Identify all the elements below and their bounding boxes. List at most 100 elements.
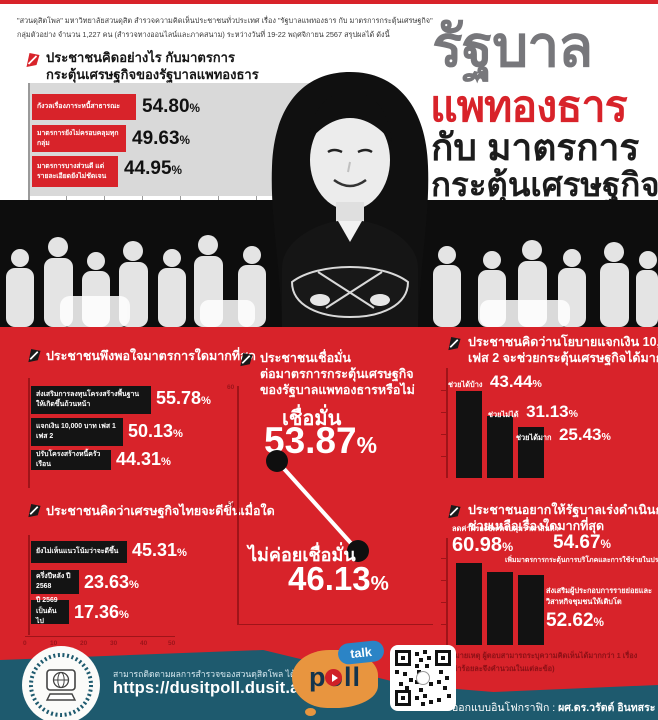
q6-y-tick <box>441 580 446 581</box>
q6-bar-2-label: เพิ่มมาตรการกระตุ้นการบริโภคและการใช้จ่า… <box>505 557 658 564</box>
q5-bar-1-label: ช่วยได้บ้าง <box>448 380 483 389</box>
q1-bar-3-value: 44.95% <box>124 158 183 179</box>
main-title-word2: แพทองธาร <box>430 83 628 131</box>
q1-bar-1-value: 54.80% <box>142 96 201 117</box>
q1-y-axis <box>28 83 30 200</box>
footer-url-link[interactable]: https://dusitpoll.dusit.ac.th <box>113 679 330 697</box>
poll-play-icon <box>325 669 342 686</box>
survey-intro-line1: "สวนดุสิตโพล" มหาวิทยาลัยสวนดุสิต สำรวจค… <box>17 16 433 25</box>
main-title-word3: กับ มาตรการ <box>431 127 640 168</box>
q2-bar-1-value: 55.78% <box>156 388 211 408</box>
q5-y-tick <box>441 390 446 391</box>
q4-heading-line1: ประชาชนเชื่อมั่น <box>260 351 351 365</box>
q4-point1-label: เชื่อมั่น <box>282 408 342 430</box>
qr-code[interactable] <box>390 645 456 711</box>
q2-bar-1: ส่งเสริมการลงทุนโครงสร้างพื้นฐานให้เกิดข… <box>31 386 151 414</box>
q1-bar-2-value: 49.63% <box>132 128 191 149</box>
section-flag-icon <box>28 503 41 518</box>
q6-heading-line2: ช่วยเหลือเรื่องใดมากที่สุด <box>468 519 605 533</box>
q3-bar-1-label: ยังไม่เห็นแนวโน้มว่าจะดีขึ้น <box>36 547 119 555</box>
designer-credit-name: ผศ.ดร.วรัตต์ อินทสระ <box>558 702 656 714</box>
q5-bar-3-label: ช่วยได้มาก <box>516 433 552 442</box>
q6-bar-1-label: ลดค่าครองชีพ ควบคุมราคาสินค้า <box>452 524 559 533</box>
q1-x-tick <box>180 196 181 201</box>
q3-x-tick-label: 50 <box>168 640 176 647</box>
q1-bar-1: กังวลเรื่องภาระหนี้สาธารณะ <box>32 94 136 120</box>
q3-x-tick-label: 10 <box>50 640 58 647</box>
survey-intro-line2: กลุ่มตัวอย่าง จำนวน 1,227 คน (สำรวจทางออ… <box>17 29 390 39</box>
q2-bar-3-label: ปรับโครงสร้างหนี้ครัวเรือน <box>36 450 101 468</box>
designer-credit: ออกแบบอินโฟกราฟิก : ผศ.ดร.วรัตต์ อินทสระ <box>452 699 655 716</box>
q6-bar-3-value: 52.62% <box>546 610 605 631</box>
q6-bar-1-value: 60.98% <box>452 534 514 556</box>
q4-heading-line2: ต่อมาตรการกระตุ้นเศรษฐกิจ <box>260 367 414 381</box>
q1-bar-2: มาตรการยังไม่ครอบคลุมทุกกลุ่ม <box>32 125 126 152</box>
q5-bar-1-value: 43.44% <box>489 372 542 391</box>
university-logo-icon <box>29 653 93 717</box>
q5-bar-1-caption: ช่วยได้บ้าง 43.44% <box>448 372 542 392</box>
main-title-word1: รัฐบาล <box>432 15 593 79</box>
q2-bar-3: ปรับโครงสร้างหนี้ครัวเรือน <box>31 450 111 470</box>
q1-heading-line1: ประชาชนคิดอย่างไร กับมาตรการ <box>46 50 235 65</box>
q1-bar-2-label: มาตรการยังไม่ครอบคลุมทุกกลุ่ม <box>37 129 119 147</box>
q4-point2-label: ไม่ค่อยเชื่อมั่น <box>248 545 356 565</box>
q3-x-tick-label: 40 <box>140 640 148 647</box>
q5-bar-2-value: 31.13% <box>526 402 578 421</box>
q1-bar-1-label: กังวลเรื่องภาระหนี้สาธารณะ <box>37 103 121 111</box>
portrait-image <box>271 72 429 327</box>
q5-bar-3 <box>518 427 544 478</box>
q6-bar-3 <box>518 574 544 645</box>
q5-heading-line2: เฟส 2 จะช่วยกระตุ้นเศรษฐกิจได้มากน้อยเพี… <box>468 351 658 365</box>
q4-y-tick-label: 60 <box>227 384 235 391</box>
q1-bar-3: มาตรการบางส่วนดี แต่รายละเอียดยังไม่ชัดเ… <box>32 156 118 187</box>
q6-bar-2 <box>487 571 513 645</box>
q5-bar-3-caption: ช่วยได้มาก 25.43% <box>516 425 611 445</box>
q1-heading-line2: กระตุ้นเศรษฐกิจของรัฐบาลแพทองธาร <box>46 67 259 82</box>
section-flag-icon <box>448 504 461 519</box>
q2-bar-1-label: ส่งเสริมการลงทุนโครงสร้างพื้นฐานให้เกิดข… <box>36 390 140 408</box>
q3-x-tick-label: 20 <box>80 640 88 647</box>
q3-x-axis <box>25 636 175 637</box>
section-flag-icon <box>26 53 40 67</box>
section-flag-icon <box>28 348 41 363</box>
q5-bar-3-value: 25.43% <box>558 425 611 444</box>
q4-point2-value: 46.13% <box>288 560 389 597</box>
q2-bar-2: แจกเงิน 10,000 บาท เฟส 1 เฟส 2 <box>31 418 123 446</box>
q3-bar-2-label: ครึ่งปีหลัง ปี 2568 <box>36 572 71 590</box>
qr-code-pattern <box>395 650 451 706</box>
q5-bar-2-label: ช่วยไม่ได้ <box>488 410 519 419</box>
q1-x-tick <box>66 196 67 201</box>
q1-x-tick <box>256 196 257 201</box>
q6-bar-3-label: ส่งเสริมผู้ประกอบการรายย่อยและวิสาหกิจชุ… <box>546 586 652 606</box>
q5-y-tick <box>441 412 446 413</box>
q2-bar-2-value: 50.13% <box>128 421 183 441</box>
q5-bar-2-caption: ช่วยไม่ได้ 31.13% <box>488 402 578 422</box>
q1-x-tick <box>104 196 105 201</box>
q5-y-tick <box>441 456 446 457</box>
q3-bar-3-value: 17.36% <box>74 602 129 622</box>
q2-bar-3-value: 44.31% <box>116 449 171 469</box>
q3-bar-3: ปี 2569 เป็นต้นไป <box>31 597 69 625</box>
q5-heading-line1: ประชาชนคิดว่านโยบายแจกเงิน 10,000 บาท <box>468 335 658 349</box>
q6-bar-2-value: 54.67% <box>553 532 612 553</box>
q3-x-tick-label: 0 <box>23 640 27 647</box>
q6-y-tick <box>441 602 446 603</box>
q3-bar-1: ยังไม่เห็นแนวโน้มว่าจะดีขึ้น <box>31 541 127 563</box>
survey-intro: "สวนดุสิตโพล" มหาวิทยาลัยสวนดุสิต สำรวจค… <box>17 14 433 42</box>
section-flag-icon <box>240 352 253 367</box>
q6-y-tick <box>441 558 446 559</box>
top-border-strip <box>0 0 658 4</box>
q6-heading-line1: ประชาชนอยากให้รัฐบาลเร่งดำเนินการ <box>468 503 658 517</box>
q4-line-chart <box>266 450 369 562</box>
q6-y-tick <box>441 624 446 625</box>
q4-y-axis <box>237 386 239 624</box>
main-title-word4: กระตุ้นเศรษฐกิจ <box>431 166 658 203</box>
q3-bar-3-label: ปี 2569 เป็นต้นไป <box>36 597 58 626</box>
q3-y-axis <box>28 535 30 635</box>
university-logo <box>22 646 100 720</box>
q5-y-tick <box>441 434 446 435</box>
q6-note-line2: (ค่าร้อยละจึงคำนวณในแต่ละข้อ) <box>450 664 555 673</box>
q1-bar-3-label: มาตรการบางส่วนดี แต่รายละเอียดยังไม่ชัดเ… <box>37 162 107 180</box>
q1-x-tick <box>142 196 143 201</box>
